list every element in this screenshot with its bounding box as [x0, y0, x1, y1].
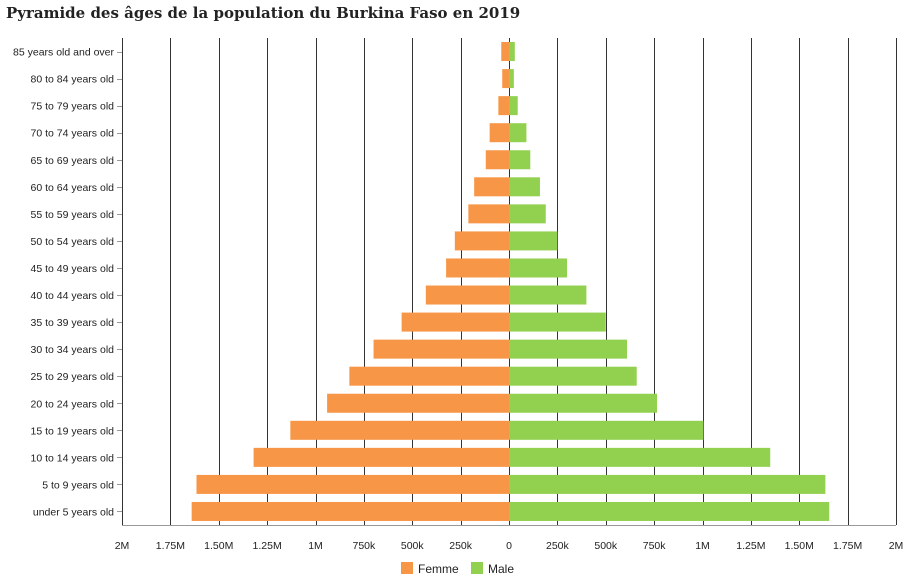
bar-male[interactable] — [509, 150, 531, 170]
bar-male[interactable] — [509, 204, 546, 224]
category-label: 15 to 19 years old — [31, 425, 115, 437]
bar-femme[interactable] — [253, 447, 509, 467]
legend-label[interactable]: Male — [488, 562, 514, 576]
bar-femme[interactable] — [498, 96, 509, 116]
bar-male[interactable] — [509, 96, 518, 116]
x-tick-label: 2M — [115, 540, 130, 552]
x-tick-label: 1.25M — [253, 540, 282, 552]
category-label: 60 to 64 years old — [31, 182, 115, 194]
bar-male[interactable] — [509, 177, 540, 197]
bar-male[interactable] — [509, 501, 830, 521]
category-label: 50 to 54 years old — [31, 236, 115, 248]
x-tick-label: 500k — [594, 540, 618, 552]
x-tick-label: 1.50M — [204, 540, 233, 552]
bar-male[interactable] — [509, 42, 515, 62]
category-label: 75 to 79 years old — [31, 101, 115, 113]
bar-male[interactable] — [509, 420, 704, 440]
bar-male[interactable] — [509, 258, 568, 278]
x-tick-label: 750k — [352, 540, 376, 552]
bar-male[interactable] — [509, 447, 771, 467]
category-label: under 5 years old — [33, 506, 114, 518]
legend-swatch[interactable] — [401, 562, 413, 574]
bar-femme[interactable] — [468, 204, 509, 224]
x-tick-label: 1.75M — [156, 540, 185, 552]
category-label: 10 to 14 years old — [31, 452, 115, 464]
bar-male[interactable] — [509, 231, 558, 251]
category-label: 70 to 74 years old — [31, 128, 115, 140]
bar-femme[interactable] — [502, 69, 509, 89]
category-labels: 85 years old and over 80 to 84 years old 7… — [13, 47, 122, 518]
bar-male[interactable] — [509, 474, 826, 494]
x-tick-label: 250k — [449, 540, 473, 552]
bar-male[interactable] — [509, 123, 527, 143]
bar-femme[interactable] — [446, 258, 509, 278]
bar-femme[interactable] — [191, 501, 509, 521]
legend[interactable]: Femme Male — [401, 562, 514, 576]
x-tick-label: 1.50M — [785, 540, 814, 552]
category-label: 85 years old and over — [13, 47, 114, 59]
bar-femme[interactable] — [401, 312, 509, 332]
x-axis: 2M 1.75M 1.50M 1.25M 1M 750k 500k 250k 0 250k 500k… — [115, 525, 904, 552]
category-label: 25 to 29 years old — [31, 371, 115, 383]
bar-male[interactable] — [509, 69, 514, 89]
x-tick-label: 500k — [401, 540, 425, 552]
grid-lines — [122, 38, 897, 525]
bar-femme[interactable] — [501, 42, 509, 62]
category-label: 30 to 34 years old — [31, 344, 115, 356]
bar-femme[interactable] — [373, 339, 509, 359]
category-label: 20 to 24 years old — [31, 398, 115, 410]
bar-femme[interactable] — [349, 366, 509, 386]
bar-femme[interactable] — [327, 393, 509, 413]
bar-femme[interactable] — [454, 231, 509, 251]
category-label: 65 to 69 years old — [31, 155, 115, 167]
x-tick-label: 750k — [643, 540, 667, 552]
x-tick-label: 1M — [308, 540, 323, 552]
category-label: 80 to 84 years old — [31, 74, 115, 86]
legend-swatch[interactable] — [471, 562, 483, 574]
x-tick-label: 1.75M — [833, 540, 862, 552]
x-tick-label: 1M — [695, 540, 710, 552]
bar-male[interactable] — [509, 393, 658, 413]
category-label: 55 to 59 years old — [31, 209, 115, 221]
category-label: 45 to 49 years old — [31, 263, 115, 275]
bar-male[interactable] — [509, 366, 637, 386]
bar-femme[interactable] — [425, 285, 509, 305]
x-tick-label: 0 — [506, 540, 512, 552]
bar-male[interactable] — [509, 312, 606, 332]
bars — [191, 42, 830, 521]
bar-male[interactable] — [509, 339, 628, 359]
bar-femme[interactable] — [290, 420, 509, 440]
category-label: 5 to 9 years old — [42, 479, 114, 491]
category-label: 40 to 44 years old — [31, 290, 115, 302]
bar-femme[interactable] — [485, 150, 509, 170]
x-tick-label: 250k — [546, 540, 570, 552]
bar-femme[interactable] — [196, 474, 509, 494]
legend-label[interactable]: Femme — [418, 562, 459, 576]
chart-title: Pyramide des âges de la population du Bu… — [6, 4, 521, 22]
category-label: 35 to 39 years old — [31, 317, 115, 329]
bar-male[interactable] — [509, 285, 587, 305]
bar-femme[interactable] — [474, 177, 509, 197]
x-tick-label: 2M — [889, 540, 904, 552]
x-tick-label: 1.25M — [736, 540, 765, 552]
bar-femme[interactable] — [489, 123, 509, 143]
